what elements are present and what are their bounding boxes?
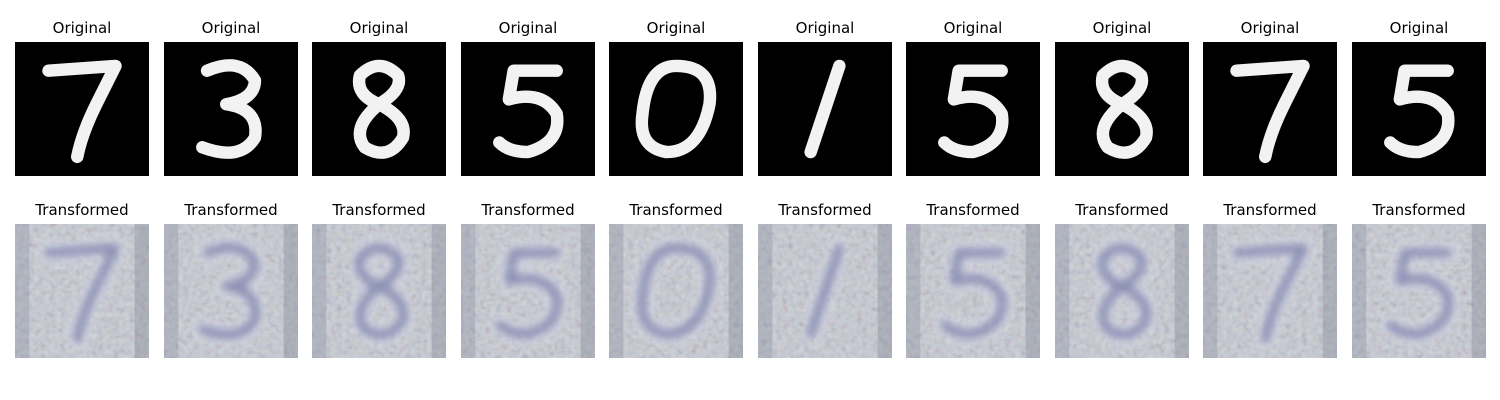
original-digit-image [1203, 42, 1337, 176]
digit-stroke [196, 59, 262, 159]
transformed-digit-image [906, 224, 1040, 358]
digit-stroke [1385, 247, 1454, 340]
original-digit-image [609, 42, 743, 176]
transformed-digit-image [609, 224, 743, 358]
digit-stroke [352, 59, 410, 159]
original-tile [1352, 42, 1486, 176]
original-digit-image [1055, 42, 1189, 176]
original-title: Original [646, 19, 706, 37]
original-title: Original [201, 19, 261, 37]
digit-stroke [1384, 64, 1455, 159]
original-tile [15, 42, 149, 176]
transformed-tile [312, 224, 446, 358]
original-tile [758, 42, 892, 176]
original-digit-image [164, 42, 298, 176]
transformed-title: Transformed [184, 201, 278, 219]
original-title: Original [52, 19, 112, 37]
original-digit-image [461, 42, 595, 176]
transformed-digit-image [461, 224, 595, 358]
digit-stroke [494, 247, 563, 340]
transformed-tile [1203, 224, 1337, 358]
original-digit-image [1352, 42, 1486, 176]
digit-stroke [43, 242, 121, 345]
digit-stroke [939, 247, 1008, 340]
transformed-digit-image [1203, 224, 1337, 358]
digit-stroke [636, 242, 716, 340]
transformed-title: Transformed [481, 201, 575, 219]
digit-stroke [353, 242, 409, 340]
transformed-title: Transformed [332, 201, 426, 219]
transformed-digit-image [1352, 224, 1486, 358]
original-tile [461, 42, 595, 176]
original-title: Original [498, 19, 558, 37]
transformed-digit-image [758, 224, 892, 358]
original-title: Original [795, 19, 855, 37]
original-title: Original [1240, 19, 1300, 37]
original-title: Original [1389, 19, 1449, 37]
transformed-title: Transformed [1372, 201, 1466, 219]
transformed-tile [758, 224, 892, 358]
original-tile [164, 42, 298, 176]
original-tile [1055, 42, 1189, 176]
transformed-title: Transformed [778, 201, 872, 219]
original-digit-image [312, 42, 446, 176]
digit-stroke [493, 64, 564, 159]
original-digit-image [906, 42, 1040, 176]
original-title: Original [349, 19, 409, 37]
transformed-title: Transformed [629, 201, 723, 219]
transformed-tile [906, 224, 1040, 358]
digit-stroke [1096, 242, 1152, 340]
digit-stroke [1095, 59, 1153, 159]
original-digit-image [758, 42, 892, 176]
transformed-title: Transformed [35, 201, 129, 219]
transformed-digit-image [312, 224, 446, 358]
transformed-tile [1055, 224, 1189, 358]
digit-stroke [42, 59, 122, 164]
transformed-title: Transformed [1223, 201, 1317, 219]
transformed-digit-image [164, 224, 298, 358]
digit-stroke [804, 59, 846, 159]
original-title: Original [943, 19, 1003, 37]
transformed-tile [1352, 224, 1486, 358]
digit-stroke [635, 59, 717, 159]
transformed-digit-image [15, 224, 149, 358]
original-title: Original [1092, 19, 1152, 37]
original-tile [609, 42, 743, 176]
original-digit-image [15, 42, 149, 176]
digit-stroke [1231, 242, 1309, 345]
transformed-title: Transformed [926, 201, 1020, 219]
transformed-tile [164, 224, 298, 358]
transformed-title: Transformed [1075, 201, 1169, 219]
original-tile [906, 42, 1040, 176]
transformed-tile [15, 224, 149, 358]
digit-stroke [1230, 59, 1310, 164]
original-tile [312, 42, 446, 176]
digit-stroke [197, 242, 261, 340]
original-tile [1203, 42, 1337, 176]
transformed-tile [461, 224, 595, 358]
digit-stroke [805, 242, 845, 340]
digit-stroke [938, 64, 1009, 159]
transformed-tile [609, 224, 743, 358]
transformed-digit-image [1055, 224, 1189, 358]
